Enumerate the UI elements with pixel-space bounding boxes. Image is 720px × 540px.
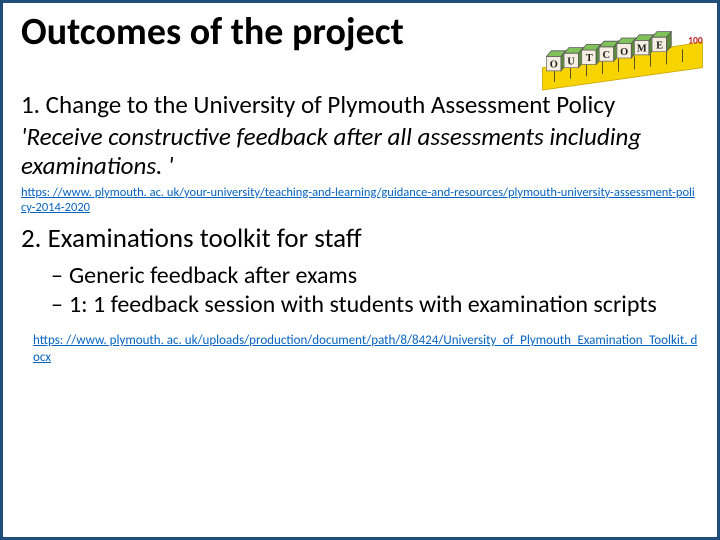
svg-text:C: C bbox=[603, 50, 611, 61]
outcome-svg: 50 100 O U T C O M E bbox=[540, 10, 705, 98]
section-2-heading: 2. Examinations toolkit for staff bbox=[21, 222, 699, 255]
svg-text:T: T bbox=[586, 53, 593, 64]
bullet-item: 1: 1 feedback session with students with… bbox=[51, 290, 699, 319]
svg-text:U: U bbox=[567, 56, 575, 67]
bullet-item: Generic feedback after exams bbox=[51, 261, 699, 290]
svg-text:O: O bbox=[620, 47, 628, 58]
svg-text:O: O bbox=[550, 60, 558, 71]
svg-text:E: E bbox=[656, 40, 663, 51]
slide: 50 100 O U T C O M E Outcomes of the pro… bbox=[0, 0, 720, 540]
section-2-bullets: Generic feedback after exams 1: 1 feedba… bbox=[51, 261, 699, 320]
section-1-quote: 'Receive constructive feedback after all… bbox=[21, 122, 699, 181]
ruler-mark-100: 100 bbox=[688, 35, 703, 47]
section-1-link[interactable]: https: //www. plymouth. ac. uk/your-univ… bbox=[21, 185, 699, 216]
section-2-link[interactable]: https: //www. plymouth. ac. uk/uploads/p… bbox=[33, 333, 699, 367]
outcome-illustration: 50 100 O U T C O M E bbox=[540, 10, 705, 98]
svg-text:M: M bbox=[637, 44, 647, 55]
